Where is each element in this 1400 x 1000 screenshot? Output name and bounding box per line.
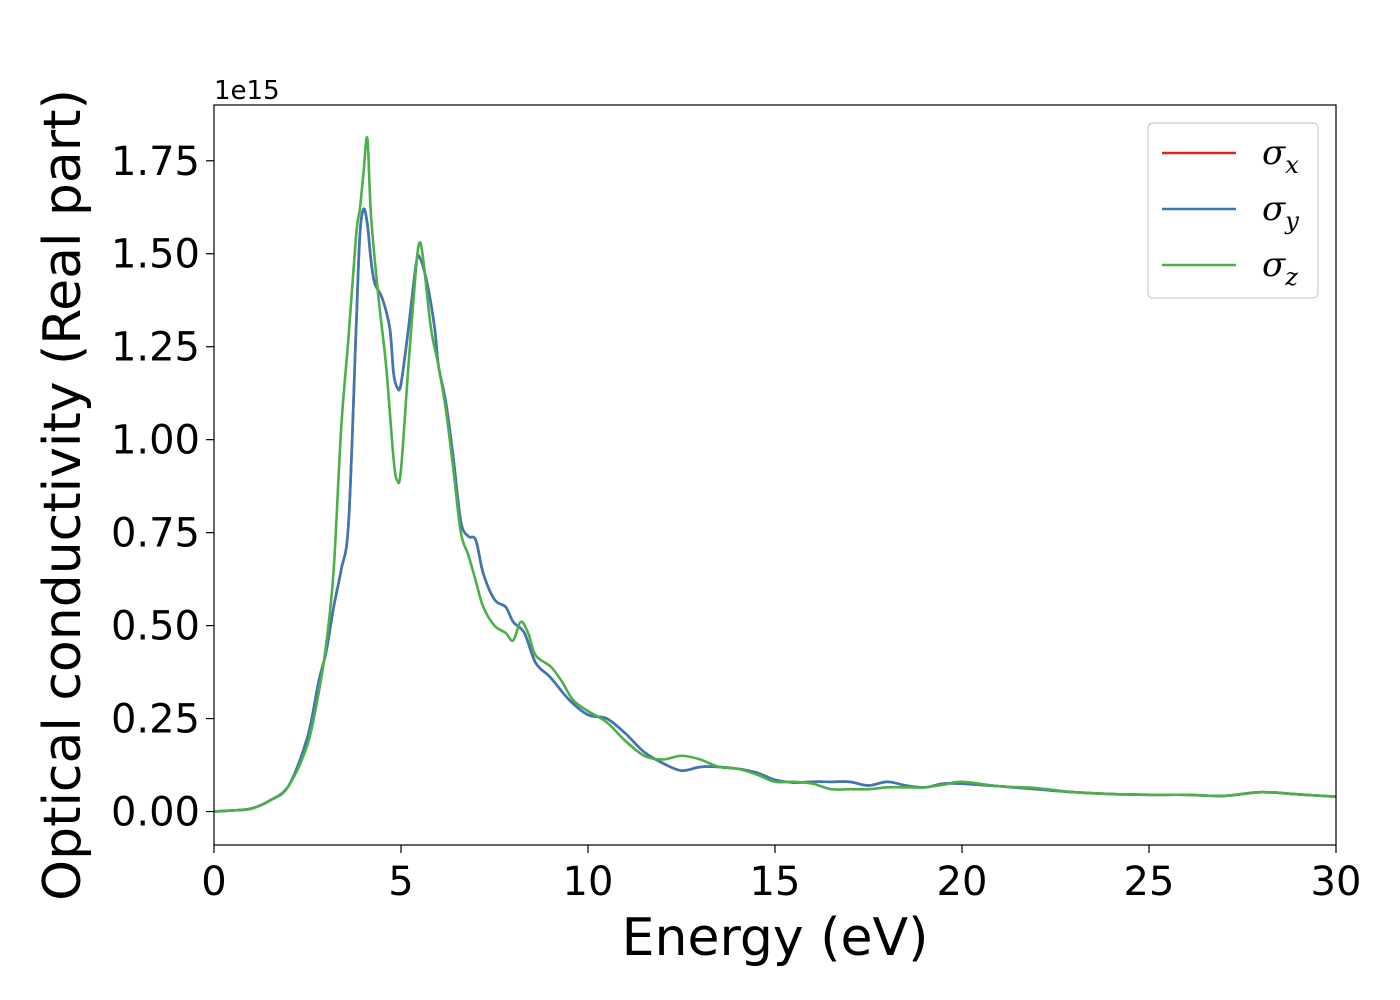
series-layer bbox=[214, 135, 1336, 813]
x-tick-label: 10 bbox=[563, 859, 614, 905]
x-tick-label: 30 bbox=[1311, 859, 1362, 905]
y-tick-label: 0.25 bbox=[111, 697, 200, 743]
series-line-y bbox=[214, 207, 1336, 813]
y-tick-label: 0.00 bbox=[111, 790, 200, 836]
x-tick-label: 0 bbox=[201, 859, 226, 905]
x-tick-label: 25 bbox=[1124, 859, 1175, 905]
y-tick-label: 0.50 bbox=[111, 604, 200, 650]
y-offset-label: 1e15 bbox=[214, 76, 280, 106]
y-tick-label: 1.25 bbox=[111, 325, 200, 371]
x-tick-label: 15 bbox=[750, 859, 801, 905]
x-tick-label: 20 bbox=[937, 859, 988, 905]
legend-label-y: σy bbox=[1262, 189, 1299, 235]
y-tick-label: 1.50 bbox=[111, 232, 200, 278]
y-tick-label: 1.00 bbox=[111, 418, 200, 464]
x-tick-label: 5 bbox=[388, 859, 413, 905]
x-axis-title: Energy (eV) bbox=[622, 908, 929, 968]
series-line-z bbox=[214, 135, 1336, 813]
y-tick-label: 0.75 bbox=[111, 511, 200, 557]
legend: σx σy σz bbox=[1147, 122, 1319, 299]
legend-box bbox=[1147, 122, 1319, 299]
y-axis-title: Optical conductivity (Real part) bbox=[33, 89, 93, 901]
y-tick-label: 1.75 bbox=[111, 139, 200, 185]
legend-label-z: σz bbox=[1262, 245, 1298, 291]
x-axis-ticks: 0 5 10 15 20 25 30 bbox=[201, 845, 1361, 905]
y-axis-ticks: 0.00 0.25 0.50 0.75 1.00 1.25 1.50 1.75 bbox=[111, 139, 214, 836]
legend-label-x: σx bbox=[1262, 133, 1299, 179]
